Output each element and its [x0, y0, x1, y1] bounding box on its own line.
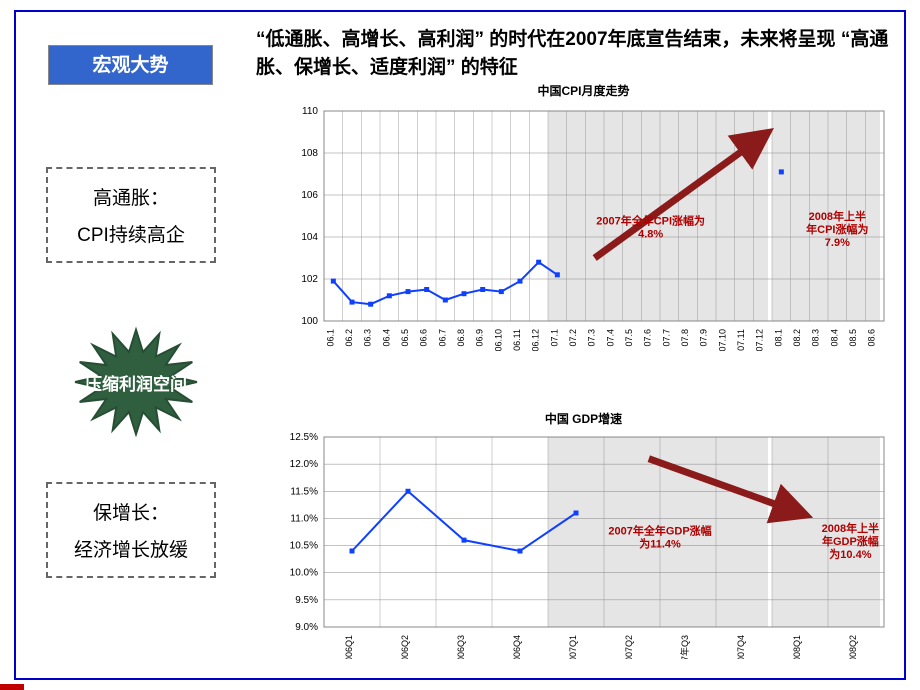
svg-text:08.5: 08.5 — [848, 329, 858, 347]
svg-text:06.12: 06.12 — [531, 329, 541, 351]
svg-text:06.9: 06.9 — [475, 329, 485, 347]
svg-text:年GDP涨幅: 年GDP涨幅 — [822, 534, 879, 548]
callout-box-2: 保增长： 经济增长放缓 — [46, 482, 216, 578]
svg-text:08.3: 08.3 — [811, 329, 821, 347]
svg-text:11.0%: 11.0% — [290, 513, 318, 524]
cpi-chart: 100 102 104 106 108 110 06.1 06.2 06.3 06.4 06.5 06… — [276, 101, 891, 351]
svg-text:2006Q4: 2006Q4 — [512, 635, 522, 659]
svg-text:07.1: 07.1 — [549, 329, 559, 347]
svg-text:9.5%: 9.5% — [295, 595, 318, 606]
svg-text:2008年上半: 2008年上半 — [822, 521, 879, 535]
callout-box-2-line1: 保增长： — [54, 498, 208, 525]
svg-text:2006Q2: 2006Q2 — [400, 635, 410, 659]
svg-text:2006Q3: 2006Q3 — [456, 635, 466, 659]
svg-text:110: 110 — [302, 106, 318, 117]
svg-text:为10.4%: 为10.4% — [829, 547, 871, 561]
gdp-chart: 9.0% 9.5% 10.0% 10.5% 11.0% 11.5% 12.0% 12.5% 20… — [276, 429, 891, 659]
headline-text: “低通胀、高增长、高利润” 的时代在2007年底宣告结束，未来将呈现 “高通胀、… — [256, 26, 896, 81]
svg-text:4.8%: 4.8% — [638, 228, 663, 240]
callout-box-1-line2: CPI持续高企 — [54, 220, 208, 247]
svg-text:06.10: 06.10 — [493, 329, 503, 351]
svg-text:06.4: 06.4 — [381, 329, 391, 347]
svg-text:2007年全年GDP涨幅: 2007年全年GDP涨幅 — [608, 524, 711, 538]
svg-text:06.1: 06.1 — [325, 329, 335, 347]
footer-accent-strip — [0, 684, 24, 690]
svg-text:07.11: 07.11 — [736, 329, 746, 351]
cpi-chart-title: 中国CPI月度走势 — [276, 82, 891, 99]
svg-text:07.3: 07.3 — [587, 329, 597, 347]
svg-text:08.6: 08.6 — [867, 329, 877, 347]
svg-text:07.5: 07.5 — [624, 329, 634, 347]
svg-text:9.0%: 9.0% — [295, 622, 318, 633]
svg-text:102: 102 — [301, 274, 318, 285]
svg-text:06.11: 06.11 — [512, 329, 522, 351]
svg-text:为11.4%: 为11.4% — [639, 537, 681, 551]
svg-text:2008年上半: 2008年上半 — [809, 209, 866, 223]
svg-text:06.7: 06.7 — [437, 329, 447, 347]
svg-text:07.8: 07.8 — [680, 329, 690, 347]
svg-text:07.4: 07.4 — [605, 329, 615, 347]
callout-box-2-line2: 经济增长放缓 — [54, 535, 208, 562]
svg-text:10.0%: 10.0% — [290, 568, 318, 579]
slide-frame: 宏观大势 “低通胀、高增长、高利润” 的时代在2007年底宣告结束，未来将呈现 … — [14, 10, 906, 680]
svg-text:08.4: 08.4 — [829, 329, 839, 347]
svg-text:12.0%: 12.0% — [290, 459, 318, 470]
svg-text:07.10: 07.10 — [717, 329, 727, 351]
macro-badge: 宏观大势 — [48, 45, 213, 85]
svg-text:2006Q1: 2006Q1 — [344, 635, 354, 659]
svg-text:08.1: 08.1 — [773, 329, 783, 347]
svg-text:12.5%: 12.5% — [290, 432, 318, 443]
svg-text:07.7: 07.7 — [661, 329, 671, 347]
svg-text:2007年全年CPI涨幅为: 2007年全年CPI涨幅为 — [596, 213, 705, 227]
svg-text:2008Q1: 2008Q1 — [792, 635, 802, 659]
svg-text:06.2: 06.2 — [344, 329, 354, 347]
starburst-text: 压缩利润空间 — [36, 322, 236, 442]
svg-text:2007Q1: 2007Q1 — [568, 635, 578, 659]
svg-text:06.3: 06.3 — [363, 329, 373, 347]
svg-text:06.6: 06.6 — [419, 329, 429, 347]
svg-text:100: 100 — [301, 316, 318, 327]
gdp-chart-title: 中国 GDP增速 — [276, 410, 891, 427]
callout-box-1-line1: 高通胀： — [54, 183, 208, 210]
svg-text:2007年Q3: 2007年Q3 — [679, 635, 690, 659]
svg-text:104: 104 — [301, 232, 318, 243]
svg-text:10.5%: 10.5% — [290, 541, 318, 552]
svg-text:07.9: 07.9 — [699, 329, 709, 347]
cpi-chart-block: 中国CPI月度走势 100 102 104 106 108 110 06.1 06.2 06.3… — [276, 82, 891, 351]
svg-text:2007Q2: 2007Q2 — [624, 635, 634, 659]
svg-text:106: 106 — [301, 190, 318, 201]
svg-text:07.2: 07.2 — [568, 329, 578, 347]
svg-text:08.2: 08.2 — [792, 329, 802, 347]
svg-text:06.8: 06.8 — [456, 329, 466, 347]
svg-text:07.6: 07.6 — [643, 329, 653, 347]
svg-text:07.12: 07.12 — [755, 329, 765, 351]
svg-text:2007Q4: 2007Q4 — [736, 635, 746, 659]
svg-text:2008Q2: 2008Q2 — [848, 635, 858, 659]
callout-box-1: 高通胀： CPI持续高企 — [46, 167, 216, 263]
gdp-chart-block: 中国 GDP增速 9.0% 9.5% 10.0% 10.5% 11.0% 11.5% 12.… — [276, 410, 891, 659]
svg-text:年CPI涨幅为: 年CPI涨幅为 — [806, 222, 868, 236]
svg-text:7.9%: 7.9% — [825, 237, 850, 249]
svg-text:11.5%: 11.5% — [290, 486, 318, 497]
starburst-badge: 压缩利润空间 — [36, 322, 236, 442]
svg-text:108: 108 — [301, 148, 318, 159]
svg-text:06.5: 06.5 — [400, 329, 410, 347]
